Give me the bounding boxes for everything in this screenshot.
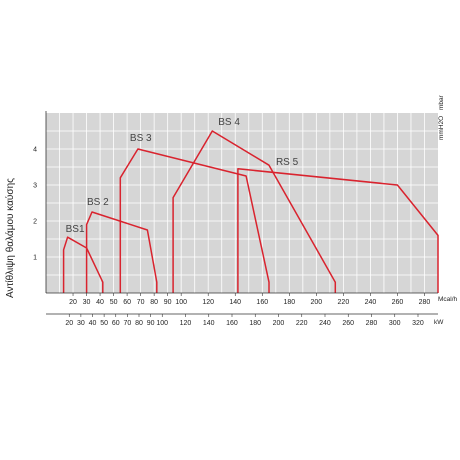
x-tick-label-kw: 90	[147, 320, 155, 327]
x-tick-label-mcal: 40	[96, 299, 104, 306]
x-tick-label-mcal: 120	[202, 299, 214, 306]
series-label: BS1	[66, 224, 85, 235]
x-tick-label-kw: 240	[319, 320, 331, 327]
x-tick-label-kw: 20	[65, 320, 73, 327]
x-tick-label-mcal: 220	[338, 299, 350, 306]
series-label: BS 4	[218, 117, 240, 128]
x-tick-label-mcal: 260	[392, 299, 404, 306]
grid	[46, 113, 438, 293]
y-unit-mbar: mbar	[438, 94, 445, 110]
y-tick-label: 4	[33, 147, 37, 154]
x-tick-label-mcal: 70	[137, 299, 145, 306]
x-tick-label-kw: 320	[412, 320, 424, 327]
x-tick-label-mcal: 160	[256, 299, 268, 306]
y-unit-mmh2o: mmH2O	[438, 116, 445, 140]
series-label: RS 5	[276, 157, 299, 168]
x-unit-kw: kW	[434, 319, 444, 326]
x-tick-label-kw: 200	[273, 320, 285, 327]
x-tick-label-mcal: 280	[419, 299, 431, 306]
x-tick-label-mcal: 20	[69, 299, 77, 306]
y-tick-label: 3	[33, 183, 37, 190]
y-tick-label: 1	[33, 255, 37, 262]
x-tick-label-kw: 260	[342, 320, 354, 327]
x-tick-label-mcal: 30	[83, 299, 91, 306]
x-tick-label-mcal: 100	[175, 299, 187, 306]
x-tick-label-kw: 140	[203, 320, 215, 327]
series-label: BS 3	[130, 133, 152, 144]
x-tick-label-kw: 300	[389, 320, 401, 327]
x-tick-label-mcal: 140	[229, 299, 241, 306]
x-tick-label-kw: 120	[180, 320, 192, 327]
x-tick-label-kw: 70	[123, 320, 131, 327]
x-tick-label-mcal: 240	[365, 299, 377, 306]
x-tick-label-kw: 50	[100, 320, 108, 327]
x-tick-label-kw: 40	[89, 320, 97, 327]
x-tick-label-mcal: 60	[123, 299, 131, 306]
y-tick-label: 2	[33, 219, 37, 226]
series-labels: BS1 BS 2 BS 3 BS 4 RS 5	[66, 117, 299, 235]
x-tick-label-mcal: 180	[283, 299, 295, 306]
x-tick-label-kw: 30	[77, 320, 85, 327]
x-tick-label-kw: 160	[226, 320, 238, 327]
x-unit-mcal: Mcal/h	[438, 296, 458, 303]
x-tick-label-kw: 180	[249, 320, 261, 327]
x-tick-label-kw: 100	[156, 320, 168, 327]
series-curve	[62, 236, 104, 293]
x-tick-label-mcal: 200	[311, 299, 323, 306]
series-curve	[172, 130, 337, 293]
series-label: BS 2	[87, 197, 109, 208]
x-tick-label-kw: 280	[366, 320, 378, 327]
x-tick-label-mcal: 80	[150, 299, 158, 306]
x-tick-label-kw: 60	[112, 320, 120, 327]
x-tick-label-mcal: 90	[164, 299, 172, 306]
series-curve	[237, 168, 439, 293]
curves	[62, 130, 439, 293]
x-tick-label-kw: 80	[135, 320, 143, 327]
x-tick-label-mcal: 50	[110, 299, 118, 306]
x-tick-label-kw: 220	[296, 320, 308, 327]
y-axis-label: Αντίθλιψη θαλάμου καύσης	[4, 178, 16, 298]
series-curve	[119, 148, 270, 293]
